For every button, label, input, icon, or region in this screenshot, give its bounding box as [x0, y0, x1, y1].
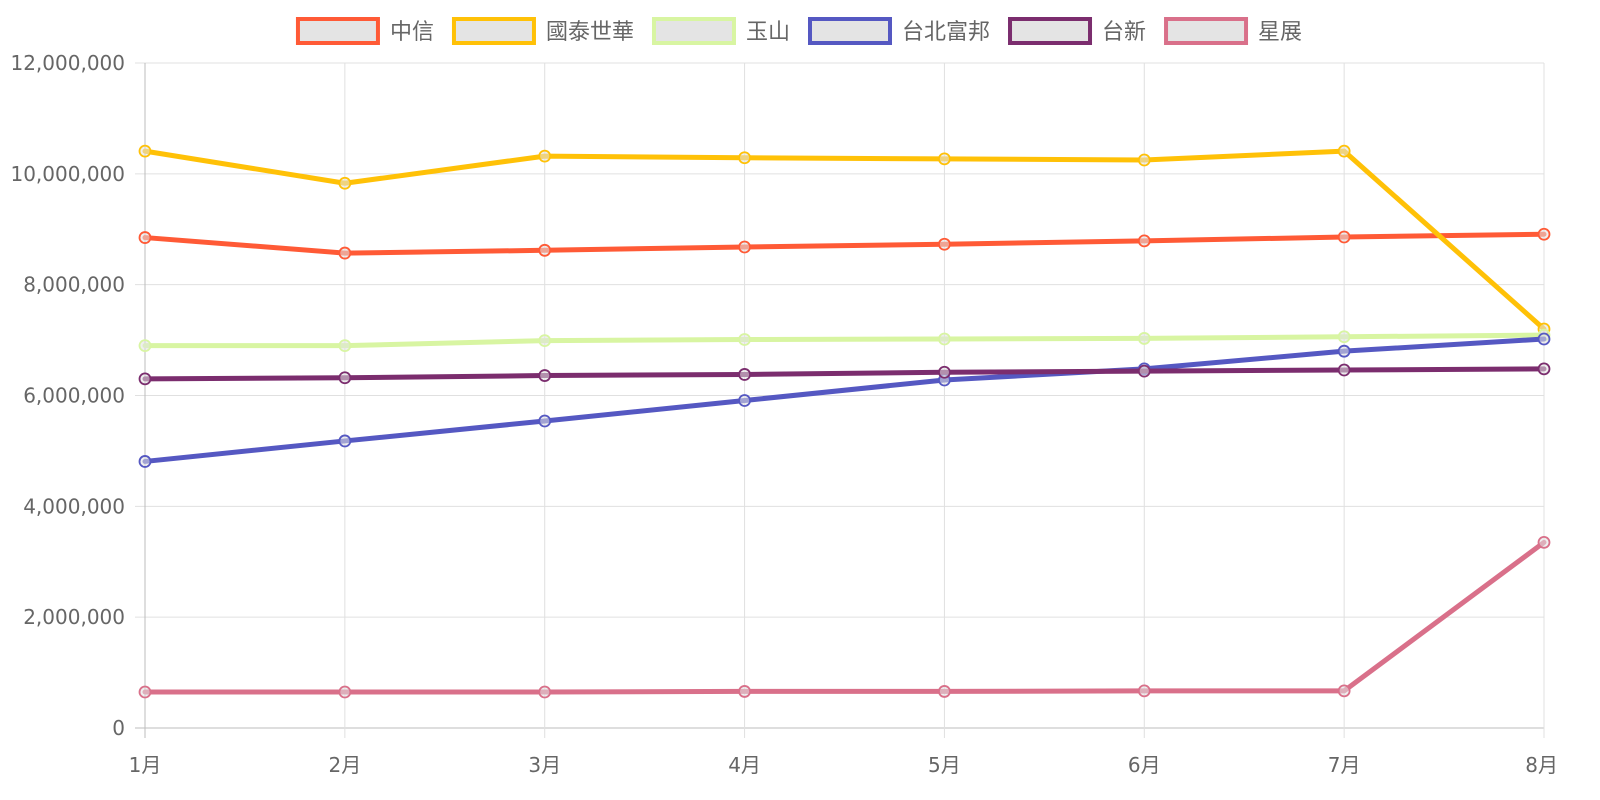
data-point — [738, 333, 751, 346]
legend-swatch — [1008, 17, 1093, 45]
data-point — [538, 243, 552, 257]
series-lines — [138, 144, 1551, 699]
data-point — [1137, 332, 1151, 345]
x-tick-label: 5月 — [928, 753, 961, 777]
legend-label: 台北富邦 — [902, 20, 990, 45]
data-point — [538, 414, 552, 428]
legend-swatch — [451, 17, 536, 45]
data-point — [1337, 684, 1351, 698]
data-point — [538, 149, 552, 163]
legend-label: 國泰世華 — [546, 20, 634, 45]
legend-label: 玉山 — [746, 20, 790, 45]
data-point — [1337, 363, 1351, 377]
data-point — [138, 339, 152, 353]
data-point — [338, 685, 352, 699]
data-point — [938, 685, 951, 698]
series-line — [142, 231, 1547, 256]
x-tick-label: 3月 — [528, 753, 561, 777]
x-tick-label: 8月 — [1525, 753, 1558, 777]
legend-swatch — [808, 17, 892, 45]
series-2 — [138, 328, 1551, 353]
data-point — [1137, 234, 1151, 248]
legend-label: 中信 — [390, 20, 434, 45]
data-point — [738, 685, 751, 698]
legend-item[interactable]: 玉山 — [651, 17, 790, 45]
data-point — [1137, 684, 1151, 698]
series-5 — [138, 535, 1551, 699]
data-point — [1337, 330, 1351, 344]
data-point — [138, 372, 152, 386]
grid-lines — [135, 62, 1545, 738]
data-point — [338, 339, 352, 353]
x-tick-label: 6月 — [1128, 753, 1161, 777]
data-point — [1537, 535, 1551, 549]
x-tick-label: 7月 — [1328, 753, 1361, 777]
data-point — [1137, 364, 1151, 378]
x-tick-label: 1月 — [129, 753, 162, 777]
x-tick-label: 2月 — [328, 753, 361, 777]
legend-item[interactable]: 台北富邦 — [808, 17, 990, 45]
legend-item[interactable]: 星展 — [1164, 17, 1302, 45]
data-point — [938, 237, 951, 251]
series-line — [142, 336, 1547, 464]
y-tick-label: 12,000,000 — [10, 51, 125, 75]
data-point — [138, 144, 152, 158]
data-point — [1337, 230, 1351, 244]
series-4 — [138, 362, 1551, 386]
legend-swatch — [1164, 17, 1249, 45]
data-point — [538, 334, 552, 348]
legend-swatch — [651, 17, 736, 45]
data-point — [738, 240, 751, 254]
series-line — [142, 539, 1547, 695]
data-point — [138, 455, 152, 468]
data-point — [1137, 153, 1151, 167]
data-point — [1537, 362, 1551, 376]
series-line — [142, 332, 1547, 349]
data-point — [938, 332, 951, 346]
data-point — [1537, 332, 1551, 346]
series-3 — [138, 332, 1551, 468]
legend-item[interactable]: 中信 — [295, 17, 434, 45]
data-point — [938, 365, 951, 379]
data-point — [1337, 144, 1351, 158]
y-tick-label: 0 — [112, 716, 125, 740]
data-point — [338, 176, 352, 190]
legend-label: 台新 — [1102, 20, 1146, 45]
data-point — [738, 151, 751, 165]
data-point — [138, 685, 152, 699]
data-point — [738, 394, 751, 407]
legend-item[interactable]: 台新 — [1008, 17, 1146, 45]
y-tick-label: 8,000,000 — [23, 273, 125, 297]
data-point — [338, 434, 352, 448]
series-line — [142, 148, 1547, 332]
y-tick-label: 10,000,000 — [10, 162, 125, 186]
axes: 0 2,000,000 4,000,000 6,000,000 8,000,000 10,… — [10, 51, 1558, 777]
series-0 — [138, 227, 1551, 260]
data-point — [338, 246, 352, 260]
data-point — [538, 685, 552, 699]
legend-swatch — [295, 17, 380, 45]
x-tick-label: 4月 — [728, 753, 761, 777]
data-point — [538, 369, 552, 382]
legend-item[interactable]: 國泰世華 — [451, 17, 634, 45]
data-point — [738, 368, 751, 381]
data-point — [938, 152, 951, 166]
data-point — [338, 371, 352, 385]
series-line — [142, 366, 1547, 382]
y-tick-label: 2,000,000 — [23, 605, 125, 629]
data-point — [1337, 344, 1351, 358]
y-tick-label: 4,000,000 — [23, 494, 125, 518]
y-tick-label: 6,000,000 — [23, 384, 125, 408]
data-point — [1537, 227, 1551, 241]
legend: 中信 國泰世華 玉山 台北富邦 台新 星展 — [295, 17, 1302, 45]
legend-label: 星展 — [1258, 20, 1302, 45]
data-point — [138, 231, 152, 244]
